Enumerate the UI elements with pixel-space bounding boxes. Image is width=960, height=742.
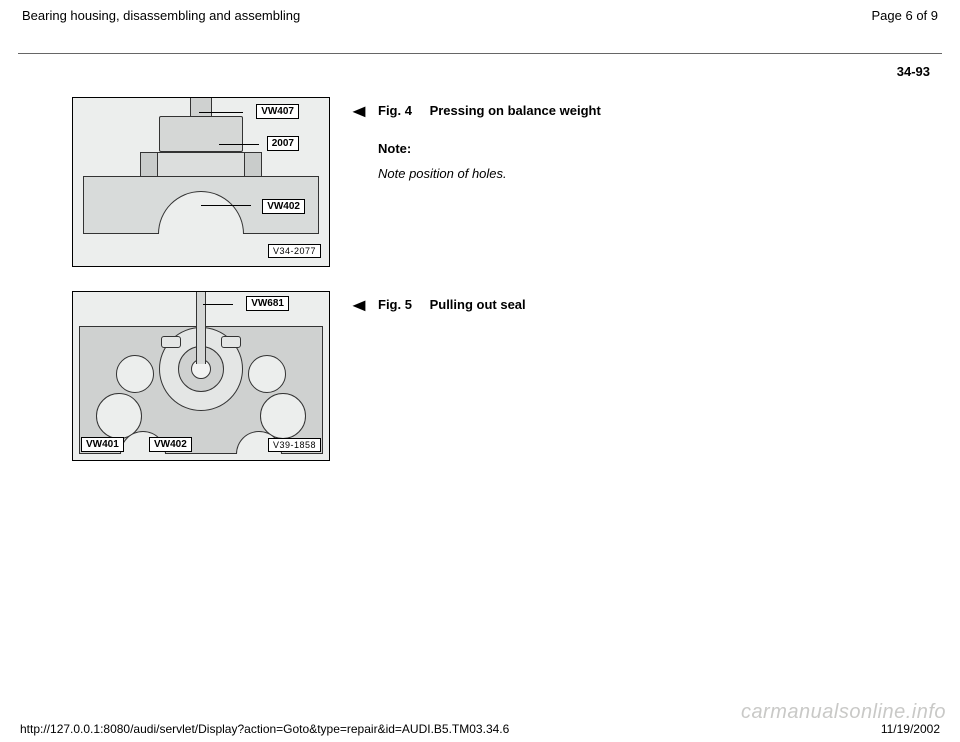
figure-5-row: VW681 VW401 VW402 V39-1858 ◄ Fig. 5 Pull…	[18, 291, 942, 461]
figure-4-callout-2007: 2007	[267, 136, 299, 151]
figure-4-row: VW407 2007 VW402 V34-2077 ◄ Fig. 4 Press…	[18, 97, 942, 267]
figure-5-ref: V39-1858	[268, 438, 321, 452]
figure-5-callout-vw402: VW402	[149, 437, 192, 452]
footer-date: 11/19/2002	[881, 722, 940, 736]
watermark: carmanualsonline.info	[741, 701, 946, 724]
footer-url: http://127.0.0.1:8080/audi/servlet/Displ…	[20, 722, 509, 736]
pointer-icon: ◄	[330, 97, 368, 122]
pointer-icon: ◄	[330, 291, 368, 316]
footer: http://127.0.0.1:8080/audi/servlet/Displ…	[0, 722, 960, 736]
figure-5-text: Fig. 5 Pulling out seal	[368, 291, 526, 333]
doc-title: Bearing housing, disassembling and assem…	[22, 8, 300, 23]
figure-4-illustration: VW407 2007 VW402 V34-2077	[72, 97, 330, 267]
page: Bearing housing, disassembling and assem…	[0, 0, 960, 742]
section-code: 34-93	[18, 64, 942, 79]
figure-4-note-label: Note:	[378, 139, 601, 159]
figure-4-title: Pressing on balance weight	[430, 103, 601, 118]
figure-4-note-body: Note position of holes.	[378, 164, 601, 184]
figure-5-illustration: VW681 VW401 VW402 V39-1858	[72, 291, 330, 461]
figure-5-callout-vw681: VW681	[246, 296, 289, 311]
header-row: Bearing housing, disassembling and assem…	[18, 8, 942, 23]
figure-4-callout-vw407: VW407	[256, 104, 299, 119]
figure-5-label: Fig. 5	[378, 297, 412, 312]
page-indicator: Page 6 of 9	[872, 8, 939, 23]
figure-4-callout-vw402: VW402	[262, 199, 305, 214]
figure-4-text: Fig. 4 Pressing on balance weight Note: …	[368, 97, 601, 184]
figure-4-label: Fig. 4	[378, 103, 412, 118]
figure-4-ref: V34-2077	[268, 244, 321, 258]
divider	[18, 53, 942, 54]
figure-5-title: Pulling out seal	[430, 297, 526, 312]
figure-5-callout-vw401: VW401	[81, 437, 124, 452]
